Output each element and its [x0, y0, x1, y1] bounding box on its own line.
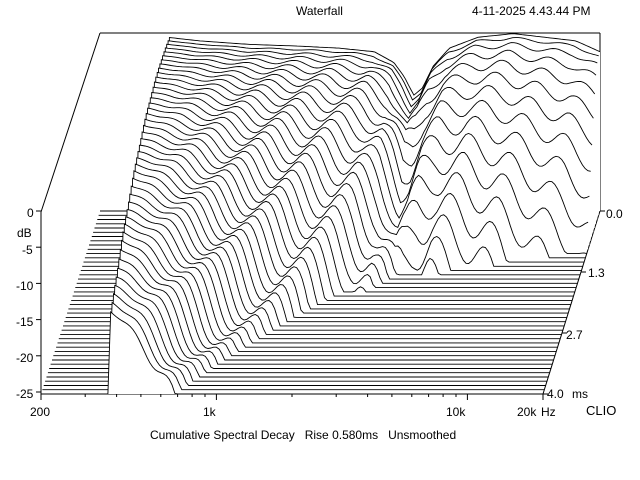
chart-title: Waterfall [296, 4, 343, 18]
axis-ticks [36, 210, 605, 400]
waterfall-slice [89, 67, 590, 246]
waterfall-slice [97, 42, 598, 220]
y-axis-label: dB [17, 226, 32, 240]
y-tick-label: 0 [27, 206, 34, 220]
waterfall-slice [71, 138, 573, 301]
waterfall-slice [100, 33, 601, 212]
y-tick-label: -15 [16, 315, 34, 329]
waterfall-slice [72, 131, 574, 297]
y-tick-label: -25 [16, 387, 34, 401]
waterfall-slice [80, 97, 582, 272]
x-tick-label: 10k [446, 405, 466, 419]
waterfall-slice [45, 284, 547, 382]
waterfall-slice [83, 86, 585, 263]
waterfall-slice [78, 107, 579, 280]
waterfall-slice [57, 209, 559, 344]
waterfall-slice-fill [42, 302, 545, 390]
waterfall-slice [86, 76, 587, 255]
waterfall-slice [82, 92, 583, 267]
waterfall-slice [75, 118, 577, 289]
y-tick-label: -10 [16, 279, 34, 293]
waterfall-slice [90, 63, 591, 242]
waterfall-slice-fill [41, 311, 543, 394]
waterfall-slice [63, 177, 565, 327]
waterfall-slice [61, 185, 563, 331]
waterfall-slice [93, 55, 594, 233]
waterfall-slice [49, 258, 551, 369]
waterfall-slice [52, 239, 554, 361]
frame-left-back-edge [40, 32, 101, 213]
waterfall-slice [46, 276, 549, 378]
z-tick-label: 2.7 [566, 328, 583, 342]
chart-caption: Cumulative Spectral Decay Rise 0.580ms U… [150, 428, 457, 442]
y-tick-label: -20 [16, 351, 34, 365]
x-tick-label: 1k [203, 405, 216, 419]
waterfall-slice [87, 71, 589, 250]
waterfall-slice [54, 223, 557, 352]
waterfall-slice-fill [47, 268, 550, 373]
waterfall-slice [43, 292, 546, 386]
waterfall-slice [64, 170, 566, 323]
waterfall-slice [95, 47, 597, 225]
waterfall-slice [69, 144, 571, 306]
z-tick-label: 4.0 [547, 387, 564, 401]
z-tick-label: 1.3 [588, 266, 605, 280]
waterfall-slice [56, 216, 558, 348]
waterfall-slice-fill [46, 277, 549, 377]
z-unit-label: ms [572, 387, 588, 401]
waterfall-slice [91, 59, 593, 237]
waterfall-slice [84, 81, 586, 259]
x-tick-label: 20k [517, 405, 537, 419]
waterfall-slice [79, 102, 581, 276]
waterfall-slice [65, 163, 567, 318]
waterfall-slice [42, 301, 545, 391]
brand-label: CLIO [586, 403, 617, 418]
waterfall-slice [47, 267, 550, 374]
waterfall-slices [41, 33, 601, 395]
waterfall-slice [98, 37, 599, 216]
waterfall-slice [67, 157, 569, 314]
x-unit-label: Hz [541, 405, 556, 419]
y-tick-label: -5 [22, 243, 33, 257]
floor-right-edge [542, 210, 601, 395]
waterfall-slice [60, 193, 562, 335]
waterfall-slice [76, 112, 578, 284]
waterfall-slice [50, 248, 553, 365]
x-tick-label: 200 [30, 405, 51, 419]
waterfall-slice [53, 231, 555, 357]
waterfall-slice [73, 124, 575, 293]
waterfall-slice [94, 51, 596, 229]
timestamp: 4-11-2025 4.43.44 PM [472, 4, 591, 18]
waterfall-slice [58, 201, 561, 340]
waterfall-slice [68, 150, 570, 310]
z-tick-label: 0.0 [606, 207, 623, 221]
